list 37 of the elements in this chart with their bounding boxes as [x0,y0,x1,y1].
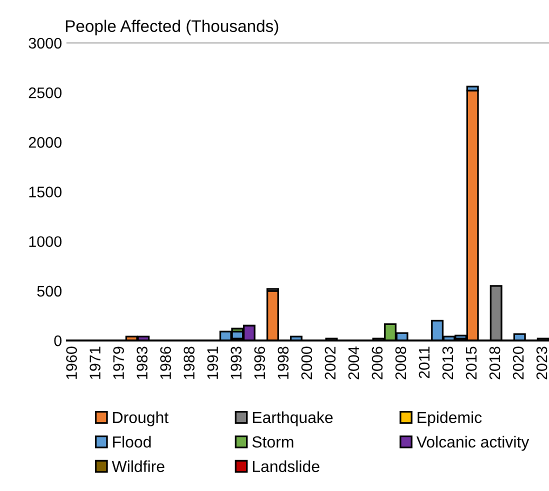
x-tick-label: 1979 [113,346,124,379]
y-tick-label: 500 [37,286,62,297]
x-tick-label: 2000 [301,346,312,380]
x-tick-label: 1971 [90,346,100,379]
x-tick-label: 2006 [372,346,383,380]
legend-label: Flood [113,436,151,448]
legend-label: Drought [113,411,168,426]
x-tick-label: 2011 [418,346,430,378]
x-tick-label: 2015 [466,346,477,380]
x-tick-label: 1986 [160,346,172,379]
x-tick-label: 1960 [66,346,77,379]
x-tick-label: 1996 [254,346,266,379]
x-tick-label: 2023 [536,346,548,380]
x-tick-label: 2018 [489,346,500,380]
x-tick-label: 1988 [184,346,195,379]
legend-label: Volcanic activity [416,436,530,451]
y-tick-label: 3000 [28,38,62,49]
x-tick-label: 1993 [230,346,242,379]
x-tick-label: 1983 [136,346,148,379]
x-tick-label: 2008 [395,346,406,380]
y-tick-label: 2000 [28,137,62,148]
x-tick-label: 2004 [348,346,360,380]
y-tick-label: 2500 [28,87,62,98]
legend-label: Wildfire [112,460,164,472]
x-tick-label: 2013 [442,346,454,380]
chart-title: People Affected (Thousands) [66,20,278,36]
legend-label: Earthquake [252,411,333,426]
y-tick-label: 0 [54,335,62,346]
x-tick-label: 2020 [512,346,524,380]
x-tick-label: 2002 [324,346,336,380]
x-tick-label: 1998 [278,346,289,379]
legend-label: Landslide [252,460,320,472]
y-tick-label: 1500 [29,186,62,198]
y-tick-label: 1000 [29,236,62,248]
x-tick-label: 1991 [207,346,218,379]
legend-label: Epidemic [418,411,482,426]
legend-label: Storm [252,436,294,448]
